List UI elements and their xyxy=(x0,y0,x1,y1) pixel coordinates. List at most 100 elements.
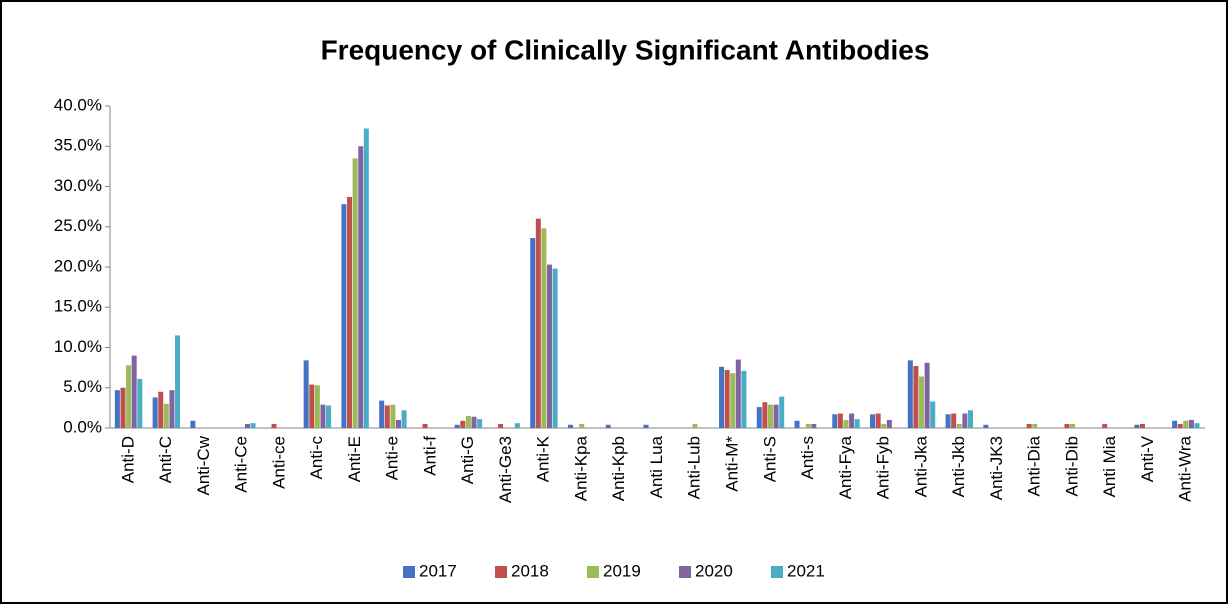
bar xyxy=(163,403,169,428)
bar xyxy=(384,405,390,428)
bar xyxy=(951,413,957,428)
bar xyxy=(137,378,143,428)
bar xyxy=(849,413,855,428)
legend-swatch xyxy=(403,566,415,578)
y-tick-label: 10.0% xyxy=(54,337,102,356)
legend-label: 2019 xyxy=(603,561,641,580)
bar xyxy=(945,414,951,428)
bar xyxy=(567,424,573,428)
bar xyxy=(535,218,541,428)
x-tick-label: Anti-JK3 xyxy=(987,436,1006,500)
bar xyxy=(126,365,132,428)
legend-label: 2021 xyxy=(787,561,825,580)
bar xyxy=(422,423,428,428)
x-tick-label: Anti-G xyxy=(458,436,477,484)
bar xyxy=(175,335,181,428)
bar xyxy=(1064,423,1070,428)
bar xyxy=(530,238,536,428)
chart-title: Frequency of Clinically Significant Anti… xyxy=(321,34,930,65)
bar xyxy=(962,413,968,428)
bar xyxy=(552,268,558,428)
bar xyxy=(1134,424,1140,428)
y-tick-label: 30.0% xyxy=(54,176,102,195)
bar xyxy=(395,419,401,428)
bar xyxy=(724,370,730,428)
x-tick-label: Anti-Kpb xyxy=(609,436,628,501)
bar xyxy=(741,370,747,428)
x-tick-label: Anti-Jka xyxy=(911,435,930,497)
y-tick-label: 20.0% xyxy=(54,256,102,275)
bar xyxy=(120,387,126,428)
bar xyxy=(363,128,369,429)
bar xyxy=(854,419,860,428)
bar xyxy=(326,405,332,428)
legend-swatch xyxy=(587,566,599,578)
bar xyxy=(832,414,838,428)
legend-label: 2018 xyxy=(511,561,549,580)
bar xyxy=(358,146,364,428)
bar xyxy=(1032,423,1038,428)
y-tick-label: 25.0% xyxy=(54,216,102,235)
bar xyxy=(320,404,326,428)
bar xyxy=(1172,420,1178,428)
bar xyxy=(805,423,811,428)
y-tick-label: 40.0% xyxy=(54,95,102,114)
bar xyxy=(152,397,158,428)
bar xyxy=(875,413,881,428)
x-tick-label: Anti-Kpa xyxy=(571,435,590,501)
bar xyxy=(730,373,736,428)
x-tick-label: Anti-Dia xyxy=(1025,435,1044,496)
bar xyxy=(114,390,120,428)
x-tick-label: Anti-e xyxy=(383,436,402,480)
x-tick-label: Anti-E xyxy=(345,436,364,482)
bar xyxy=(919,376,925,428)
bar xyxy=(309,384,315,428)
x-tick-label: Anti Lua xyxy=(647,435,666,498)
bar xyxy=(870,414,876,428)
bar xyxy=(719,366,725,428)
bar xyxy=(352,158,358,428)
x-tick-label: Anti-V xyxy=(1138,435,1157,482)
x-tick-label: Anti-Jkb xyxy=(949,436,968,497)
y-tick-label: 35.0% xyxy=(54,136,102,155)
bar xyxy=(843,419,849,428)
bar xyxy=(498,423,504,428)
bar xyxy=(773,404,779,428)
bar xyxy=(401,410,407,428)
x-tick-label: Anti-M* xyxy=(723,436,742,492)
y-tick-label: 5.0% xyxy=(63,377,102,396)
legend-swatch xyxy=(679,566,691,578)
x-tick-label: Anti-ce xyxy=(269,436,288,489)
legend-label: 2020 xyxy=(695,561,733,580)
bar xyxy=(767,404,773,428)
bar xyxy=(881,423,887,428)
x-tick-label: Anti-c xyxy=(307,436,326,480)
x-tick-label: Anti-C xyxy=(156,436,175,483)
x-tick-label: Anti-Wra xyxy=(1176,435,1195,501)
bar xyxy=(886,419,892,428)
bar xyxy=(983,424,989,428)
bar xyxy=(735,359,741,428)
bar xyxy=(579,423,585,428)
bar xyxy=(131,355,137,428)
bar xyxy=(1194,423,1200,428)
bar xyxy=(169,390,175,428)
legend-swatch xyxy=(771,566,783,578)
bar xyxy=(250,423,256,428)
bar xyxy=(514,423,520,428)
bar xyxy=(158,391,164,428)
bar xyxy=(762,402,768,428)
bar xyxy=(1139,423,1145,428)
bar xyxy=(341,204,347,428)
bar xyxy=(1188,419,1194,428)
bar xyxy=(541,228,547,428)
x-tick-label: Anti-Cw xyxy=(194,435,213,495)
bar xyxy=(379,400,385,428)
x-tick-label: Anti-Fyb xyxy=(874,436,893,499)
bar xyxy=(837,413,843,428)
bar xyxy=(190,420,196,428)
x-tick-label: Anti-Ge3 xyxy=(496,436,515,503)
x-tick-label: Anti-f xyxy=(420,436,439,476)
bar xyxy=(477,419,483,428)
